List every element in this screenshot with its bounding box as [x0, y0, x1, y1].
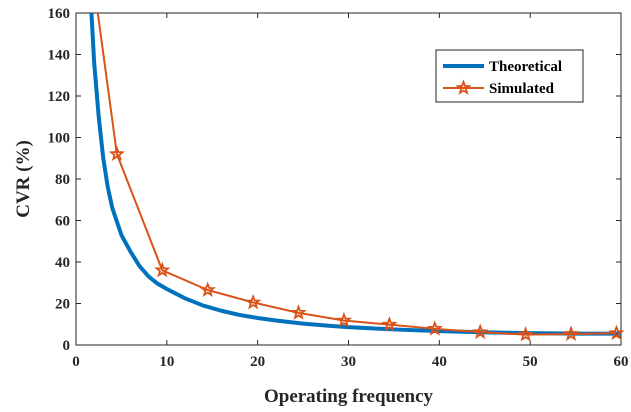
y-tick-label: 100	[48, 131, 71, 147]
y-tick-label: 60	[55, 214, 70, 230]
y-axis-label: CVR (%)	[13, 140, 34, 218]
legend-simulated-marker	[455, 79, 472, 95]
x-tick-label: 50	[523, 354, 538, 370]
simulated-data-point	[426, 320, 443, 336]
x-tick-label: 0	[72, 354, 80, 370]
simulated-data-point	[108, 145, 126, 162]
simulated-data-point	[517, 326, 534, 342]
x-tick-label: 60	[614, 354, 629, 370]
series-group	[89, 13, 621, 336]
simulated-data-point	[199, 281, 216, 297]
y-tick-label: 140	[48, 48, 71, 64]
simulated-data-point	[335, 311, 353, 328]
x-tick-label: 20	[250, 354, 265, 370]
y-tick-label: 40	[55, 255, 70, 271]
marker-group	[108, 145, 625, 342]
y-tick-label: 160	[48, 6, 71, 22]
simulated-data-point	[154, 261, 171, 278]
y-tick-label: 120	[48, 89, 71, 105]
legend-theoretical-label: Theoretical	[489, 59, 562, 75]
y-tick-label: 80	[55, 172, 70, 188]
simulated-data-point	[562, 325, 580, 341]
axis-ticks: 0 10 20 30 40 50 60 0 20 40 60 80 100 120 140 160	[48, 6, 629, 370]
simulated-data-point	[244, 293, 262, 310]
x-tick-label: 10	[159, 354, 174, 370]
y-tick-label: 0	[63, 338, 71, 354]
simulated-data-point	[381, 316, 398, 332]
simulated-series-line	[96, 13, 617, 336]
simulated-data-point	[472, 323, 489, 340]
legend-simulated-label: Simulated	[489, 81, 555, 97]
simulated-data-point	[290, 304, 307, 320]
x-tick-label: 30	[341, 354, 356, 370]
x-axis-label: Operating frequency	[264, 386, 434, 407]
theoretical-series-line	[89, 13, 621, 336]
x-tick-label: 40	[432, 354, 447, 370]
simulated-data-point	[608, 324, 625, 341]
y-tick-label: 20	[55, 297, 70, 313]
legend: Theoretical Simulated	[435, 49, 584, 103]
